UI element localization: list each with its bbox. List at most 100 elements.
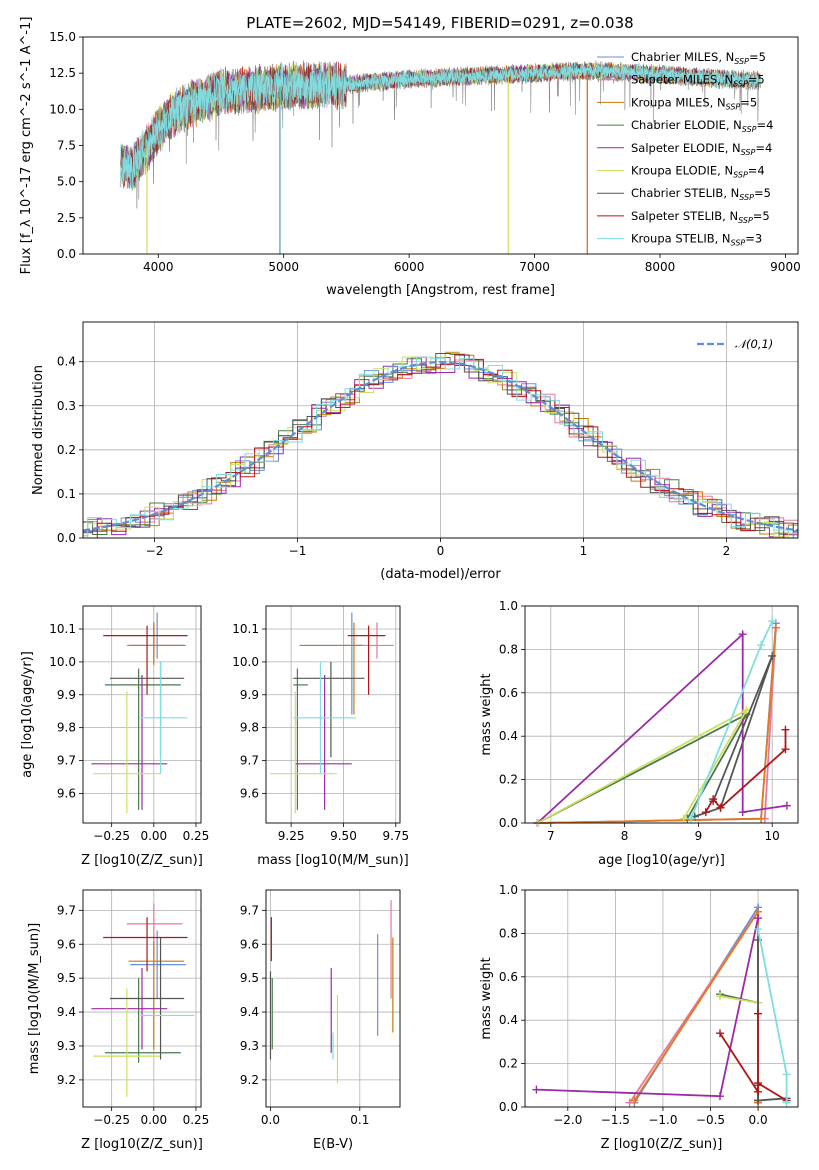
x-tick-label: −1.5 (601, 1113, 630, 1127)
weight-point-marker (781, 725, 790, 734)
x-tick-label: 9.25 (278, 829, 305, 843)
y-tick-label: 0.0 (499, 816, 518, 830)
x-tick-label: 9.50 (330, 829, 357, 843)
y-tick-label: 12.5 (49, 66, 76, 80)
weight-series-line (705, 729, 787, 813)
weight-point-marker (754, 925, 763, 934)
weight-point-marker (768, 651, 777, 660)
x-tick-label: 0.0 (749, 1113, 768, 1127)
weight-point-marker (738, 630, 747, 639)
legend-label: 𝒩(0,1) (735, 337, 773, 351)
x-tick-label: 7 (547, 829, 555, 843)
y-axis-label: mass weight (479, 673, 494, 755)
x-axis-label: Z [log10(Z/Z_sun)] (601, 1137, 723, 1152)
error-bars (270, 612, 394, 814)
y-tick-label: 0.4 (57, 355, 76, 369)
legend-label: Salpeter ELODIE, NSSP=4 (631, 141, 772, 157)
error-bars (91, 903, 195, 1097)
x-tick-label: −0.25 (93, 829, 130, 843)
weight-vs-metallicity-panel: −2.0 −1.5 −1.0 −0.5 0.0 0.0 0.2 0.4 0.6 0.8 1.0 Z [… (479, 883, 799, 1152)
y-tick-label: 10.1 (49, 622, 76, 636)
legend-value: =5 (749, 50, 766, 64)
weight-point-marker (768, 617, 777, 626)
legend-value: =4 (757, 118, 774, 132)
figure-title: PLATE=2602, MJD=54149, FIBERID=0291, z=0… (246, 14, 633, 32)
axes-frame (82, 36, 799, 255)
y-tick-label: 0.6 (499, 970, 518, 984)
y-tick-label: 0.0 (499, 1100, 518, 1114)
y-tick-label: 1.0 (499, 883, 518, 897)
weight-point-marker (757, 814, 766, 823)
weight-series-line (537, 623, 777, 824)
y-tick-label: 0.2 (499, 1057, 518, 1071)
weight-point-marker (679, 814, 688, 823)
legend-subscript: SSP (742, 125, 757, 134)
y-tick-label: 0.8 (499, 926, 518, 940)
legend-label: Kroupa STELIB, NSSP=3 (631, 232, 762, 248)
y-tick-label: 10.1 (232, 622, 259, 636)
x-tick-label: 0.00 (140, 1113, 167, 1127)
residual-histogram-panel: −2 −1 0 1 2 0.0 0.1 0.2 0.3 0.4 𝒩(0,1) (data-model)… (31, 321, 799, 582)
x-tick-label: −0.5 (696, 1113, 725, 1127)
x-axis-label: mass [log10(M/M_sun)] (257, 853, 409, 868)
x-tick-label: 5000 (268, 260, 299, 274)
legend-subscript: SSP (741, 148, 756, 157)
weight-point-marker (709, 795, 718, 804)
legend-label: Kroupa MILES, NSSP=5 (631, 95, 757, 111)
y-axis-label: mass weight (479, 957, 494, 1039)
weight-series-line (536, 632, 788, 824)
y-tick-label: 9.4 (57, 1005, 76, 1019)
legend-value: =5 (754, 186, 771, 200)
x-tick-label: 2 (723, 544, 731, 558)
weight-point-marker (716, 1029, 724, 1038)
legend-value: =5 (740, 95, 757, 109)
x-tick-label: 0.0 (261, 1113, 280, 1127)
model-spectrum-line (120, 63, 761, 181)
weight-lines (533, 617, 791, 827)
legend-subscript: SSP (733, 80, 748, 89)
y-tick-label: 9.6 (57, 937, 76, 951)
residual-histogram (83, 354, 798, 538)
legend-label: Salpeter STELIB, NSSP=5 (631, 209, 770, 225)
histograms (83, 351, 798, 538)
x-tick-label: 9000 (770, 260, 801, 274)
legend-value: =5 (748, 73, 765, 87)
axes-frame (524, 889, 799, 1108)
residual-histogram (83, 352, 798, 537)
y-tick-label: 2.5 (57, 211, 76, 225)
weight-point-marker (742, 706, 751, 715)
legend-subscript: SSP (726, 102, 741, 111)
weight-point-marker (754, 914, 763, 923)
y-axis-label: mass [log10(M/M_sun)] (27, 923, 42, 1075)
error-bars (91, 612, 188, 814)
mass-vs-ebv-panel: 0.0 0.1 9.2 9.3 9.4 9.5 9.6 9.7 E(B-V) (240, 889, 401, 1152)
weight-point-marker (716, 1092, 724, 1101)
residual-histogram (83, 356, 798, 538)
weight-point-marker (716, 803, 725, 812)
y-tick-label: 9.2 (57, 1073, 76, 1087)
weight-series-line (719, 1013, 788, 1102)
y-tick-label: 1.0 (499, 599, 518, 613)
y-tick-label: 0.1 (57, 487, 76, 501)
legend-label: Chabrier STELIB, NSSP=5 (631, 186, 771, 202)
age-vs-mass-panel: 9.25 9.50 9.75 9.6 9.7 9.8 9.9 10.0 10.1 mass [lo… (232, 605, 409, 868)
residual-histogram (83, 363, 798, 538)
legend-label: Salpeter MILES, NSSP=5 (631, 73, 765, 89)
x-axis-label: Z [log10(Z/Z_sun)] (81, 1137, 203, 1152)
y-tick-label: 0.0 (57, 531, 76, 545)
legend-value: =5 (753, 209, 770, 223)
weight-point-marker (782, 1070, 791, 1079)
axes-frame (524, 605, 799, 824)
y-tick-label: 0.2 (57, 443, 76, 457)
legend-label: Kroupa ELODIE, NSSP=4 (631, 164, 765, 180)
y-tick-label: 9.9 (240, 688, 259, 702)
x-tick-label: 0.25 (183, 829, 210, 843)
weight-point-marker (716, 992, 724, 1001)
x-axis-label: wavelength [Angstrom, rest frame] (326, 283, 555, 298)
weight-point-marker (754, 1087, 763, 1096)
weight-point-marker (625, 1098, 634, 1107)
x-tick-label: 6000 (394, 260, 425, 274)
axes-frame (82, 605, 202, 824)
x-tick-label: 9.75 (382, 829, 409, 843)
y-tick-label: 0.0 (57, 247, 76, 261)
